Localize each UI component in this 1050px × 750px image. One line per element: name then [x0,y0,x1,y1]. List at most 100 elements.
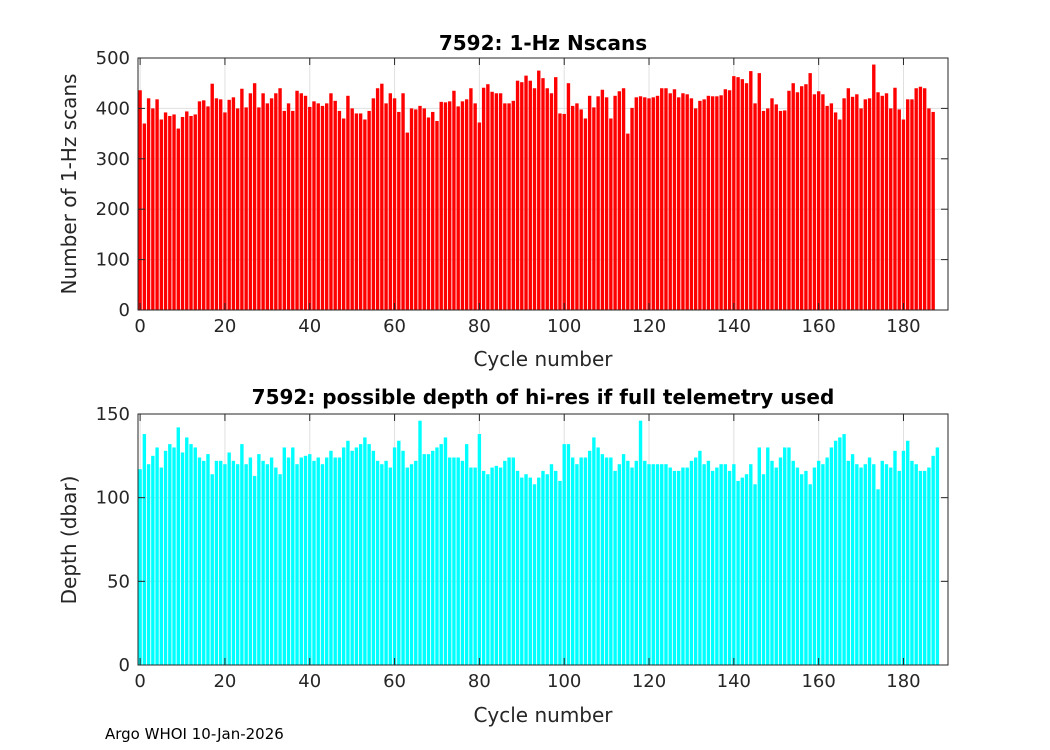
nscans-bar [473,103,477,310]
nscans-bar [655,95,660,310]
depth-bar [206,454,210,665]
depth-bar [257,454,261,665]
nscans-bar [587,95,592,310]
nscans-bar [757,73,761,311]
depth-xtick-label: 0 [134,671,145,692]
nscans-bar [901,119,906,311]
nscans-bar [392,98,397,310]
nscans-bar [367,110,371,310]
depth-bar [689,460,694,665]
nscans-bar [583,118,588,310]
nscans-bar [604,97,609,310]
depth-bar [189,444,193,665]
nscans-bar [380,83,384,310]
depth-bar [240,444,244,665]
depth-bar [481,470,486,665]
depth-bars [138,420,940,665]
depth-bar [613,470,617,665]
depth-bar [375,460,380,665]
depth-bar [197,457,202,665]
depth-bar [219,460,223,665]
nscans-bar [193,114,197,310]
nscans-bar [732,76,736,310]
depth-bar [609,457,613,665]
depth-bar [897,470,901,665]
nscans-bar [638,96,643,310]
nscans-bar [842,98,846,310]
depth-bar [163,450,168,665]
depth-bar [507,457,511,665]
depth-bar [715,467,719,665]
depth-bar [842,434,846,665]
nscans-bar [549,93,554,310]
nscans-bar [524,75,528,310]
depth-bar [426,454,431,665]
nscans-bar [693,108,698,311]
depth-bar [838,437,842,665]
nscans-bar [541,78,545,310]
nscans-bar [799,86,804,310]
nscans-bar [507,103,511,310]
nscans-bar [681,93,685,310]
nscans-bar [346,95,350,310]
nscans-bar [401,93,405,310]
nscans-bar [295,90,299,310]
depth-bar [804,470,808,665]
depth-bar [159,467,164,665]
nscans-bar [613,95,617,310]
nscans-bars [138,64,935,311]
nscans-bar [906,99,910,310]
depth-bar [706,460,711,665]
depth-xtick-label: 160 [801,671,835,692]
nscans-bar [142,123,147,311]
nscans-xtick-label: 80 [468,316,491,337]
nscans-xtick-label: 140 [717,316,751,337]
nscans-bar [685,94,689,310]
nscans-bar [804,84,808,311]
nscans-bar [248,93,253,310]
nscans-chart: 0 20 40 60 80 100 120 140 160 180 0 100 200 300 400 500… [57,31,949,371]
depth-bar [477,434,482,665]
depth-ytick-label: 0 [119,655,130,676]
nscans-bar [206,106,210,310]
depth-bar [210,474,214,665]
nscans-bar [146,98,151,310]
nscans-bar [282,110,286,310]
nscans-bar [431,111,435,311]
depth-ytick-label: 50 [107,571,130,592]
depth-bar [464,444,469,665]
depth-bar [515,470,520,665]
nscans-bar [884,93,889,310]
depth-bar [511,457,516,665]
depth-bar [486,474,490,665]
depth-bar [583,457,588,665]
depth-bar [749,464,753,665]
depth-bar [664,464,668,665]
depth-bar [651,464,655,665]
depth-bar [397,440,401,665]
depth-bar [274,467,278,665]
nscans-bar [269,98,274,310]
nscans-bar [223,112,227,311]
depth-bar [180,452,185,665]
nscans-bar [910,99,914,310]
nscans-bar [244,107,248,310]
depth-bar [744,474,749,665]
depth-bar [774,467,778,665]
depth-bar [269,457,274,665]
nscans-bar [231,97,236,310]
nscans-bar [859,108,863,311]
nscans-bar [303,95,308,310]
depth-bar [906,440,910,665]
depth-bar [876,489,880,665]
nscans-bar [197,101,202,310]
depth-bar [579,457,583,665]
nscans-bar [918,86,923,310]
depth-bar [660,464,664,665]
nscans-bar [299,93,303,310]
nscans-bar [825,105,829,310]
nscans-ytick-label: 400 [96,98,130,119]
depth-bar [452,457,456,665]
nscans-xtick-label: 100 [547,316,581,337]
nscans-title: 7592: 1-Hz Nscans [439,31,647,55]
